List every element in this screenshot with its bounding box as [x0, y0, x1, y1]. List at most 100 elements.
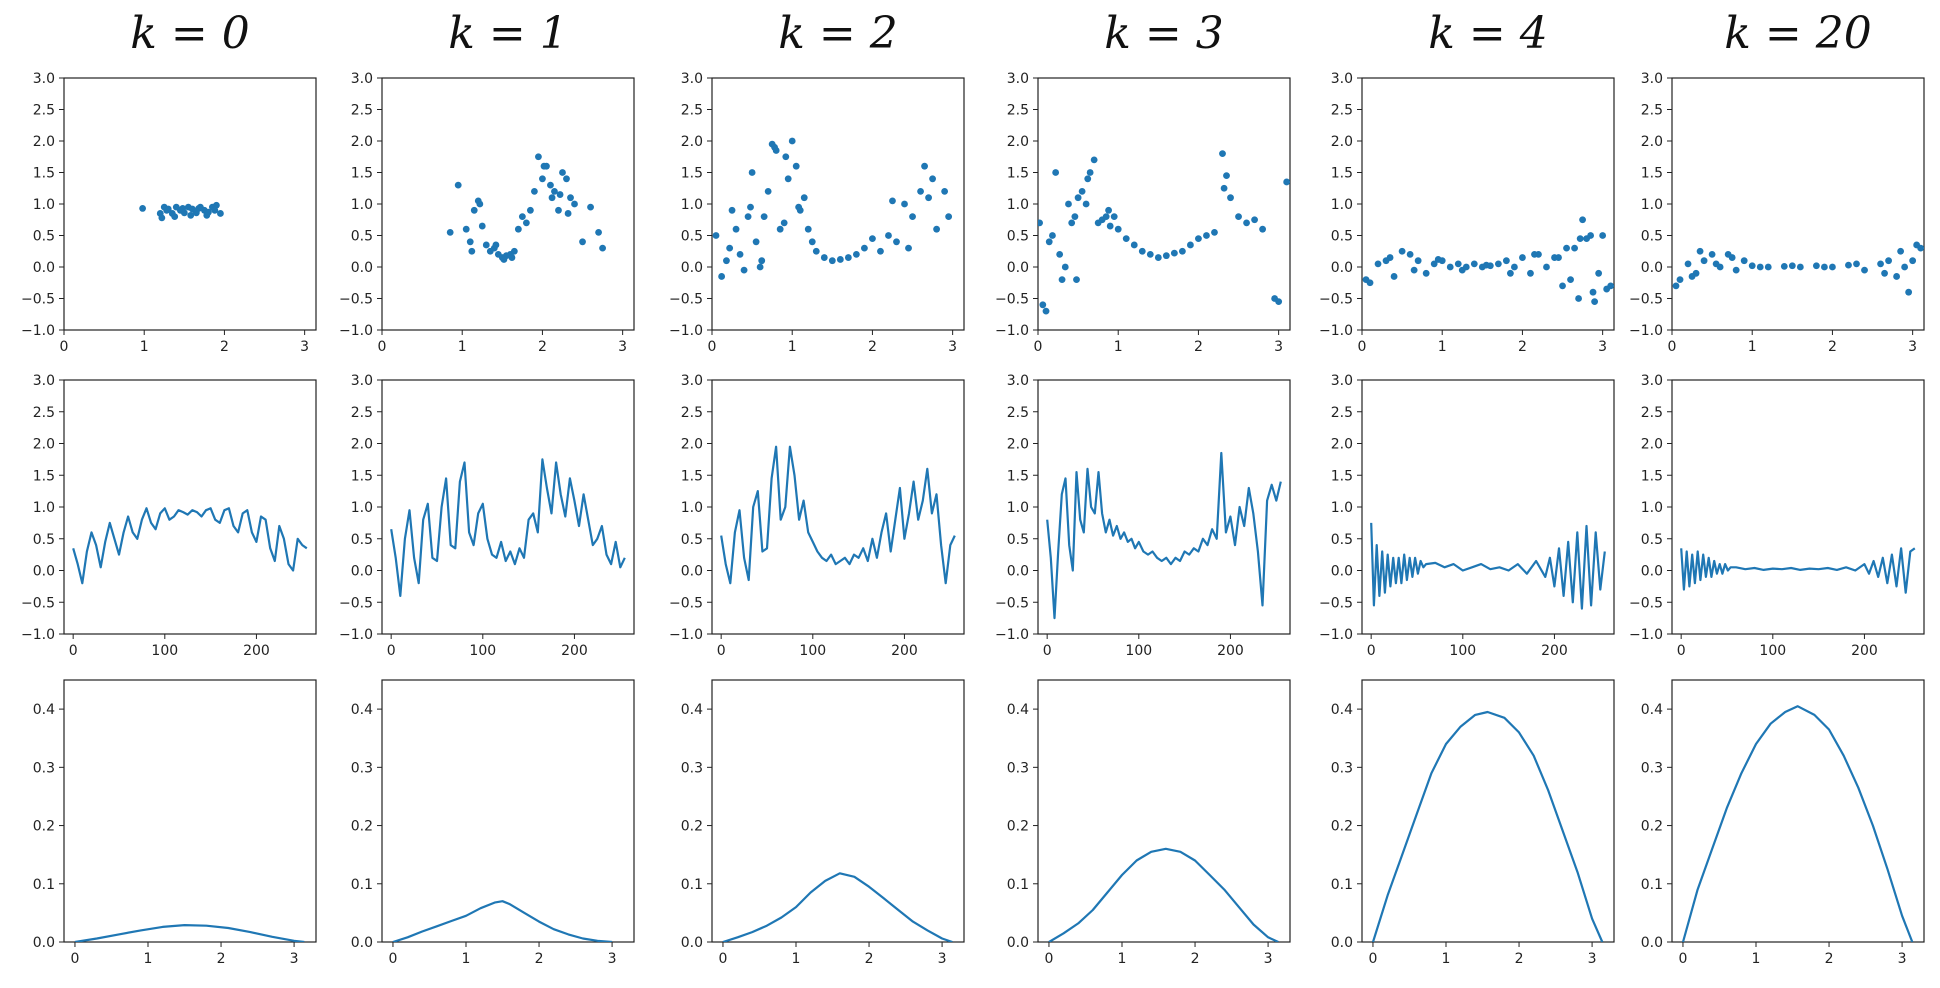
y-tick-label: 1.5	[1007, 166, 1029, 182]
data-point	[1708, 251, 1716, 258]
y-tick-label: −0.5	[339, 595, 373, 611]
y-tick-label: 2.5	[351, 405, 373, 421]
panel-signal-2: −1.0 −0.5 0.0 0.5 1.0 1.5 2.0 2.5 3.0 0 100 200	[669, 373, 965, 659]
data-point	[1065, 200, 1072, 208]
y-tick-label: 3.0	[1641, 373, 1663, 389]
data-point	[1130, 241, 1138, 249]
data-point	[1812, 262, 1820, 270]
y-tick-label: 0.4	[1007, 702, 1029, 718]
data-point	[736, 251, 744, 258]
x-tick-label: 100	[151, 643, 178, 659]
data-point	[758, 257, 766, 265]
series-line	[720, 445, 956, 585]
data-point	[559, 169, 566, 176]
data-point	[771, 143, 778, 151]
data-point	[1430, 260, 1438, 268]
x-tick-label: 0	[387, 643, 396, 659]
data-point	[514, 225, 522, 233]
y-tick-label: 1.0	[1641, 500, 1663, 516]
y-tick-label: 3.0	[1331, 71, 1353, 87]
y-tick-label: −1.0	[669, 323, 703, 339]
y-tick-label: −1.0	[995, 323, 1029, 339]
plot-area	[720, 445, 956, 585]
panel-samples-5: −1.0 −0.5 0.0 0.5 1.0 1.5 2.0 2.5 3.0 0 1 2 3	[1629, 71, 1925, 355]
y-tick-label: 1.0	[1641, 197, 1663, 213]
data-point	[1414, 257, 1422, 265]
x-tick-label: 1	[1752, 951, 1761, 967]
y-tick-label: 0.1	[33, 877, 55, 893]
axes-frame	[1671, 379, 1925, 635]
data-point	[1114, 225, 1122, 233]
y-tick-label: 1.5	[1641, 166, 1663, 182]
y-tick-label: 0.0	[681, 564, 703, 580]
data-point	[163, 206, 171, 214]
data-point	[564, 210, 572, 217]
y-tick-label: −0.5	[1629, 292, 1663, 308]
axes-frame	[1361, 379, 1615, 635]
data-point	[1905, 288, 1913, 296]
data-point	[1589, 288, 1597, 296]
y-tick-label: −0.5	[995, 292, 1029, 308]
x-tick-label: 1	[788, 339, 797, 355]
data-point	[1599, 232, 1607, 239]
data-point	[1110, 213, 1118, 221]
data-point	[1845, 261, 1852, 269]
x-tick-label: 0	[1358, 339, 1367, 355]
data-point	[571, 200, 578, 208]
x-tick-label: 1	[1438, 339, 1447, 355]
data-point	[812, 247, 820, 255]
data-point	[556, 191, 564, 198]
y-tick-label: 1.0	[1331, 500, 1353, 516]
x-tick-label: 3	[1598, 339, 1607, 355]
y-tick-label: −0.5	[669, 595, 703, 611]
y-tick-label: 1.5	[351, 468, 373, 484]
y-tick-label: 0.5	[33, 532, 55, 548]
data-point	[478, 222, 486, 230]
data-point	[718, 273, 726, 280]
data-point	[1877, 260, 1884, 268]
y-tick-label: 1.5	[351, 166, 373, 182]
y-tick-label: 0.5	[1641, 532, 1663, 548]
x-tick-label: 3	[300, 339, 309, 355]
data-point	[579, 238, 586, 246]
plot-area	[1046, 451, 1282, 620]
data-point	[217, 210, 224, 217]
data-point	[889, 197, 896, 205]
column-title: k = 4	[1428, 8, 1548, 59]
axes-frame	[381, 77, 635, 331]
y-tick-label: 0.5	[1331, 532, 1353, 548]
panel-samples-0: −1.0 −0.5 0.0 0.5 1.0 1.5 2.0 2.5 3.0 0 1 2 3	[21, 71, 317, 355]
data-point	[1366, 279, 1374, 287]
data-point	[782, 153, 790, 161]
data-point	[187, 211, 195, 219]
y-tick-label: 0.0	[1007, 935, 1029, 951]
panel-signal-3: −1.0 −0.5 0.0 0.5 1.0 1.5 2.0 2.5 3.0 0 100 200	[995, 373, 1291, 659]
data-point	[548, 194, 556, 202]
data-point	[1764, 263, 1772, 271]
y-tick-label: 0.5	[1007, 229, 1029, 245]
y-tick-label: −1.0	[339, 627, 373, 643]
data-point	[1086, 169, 1094, 176]
x-tick-label: 0	[717, 643, 726, 659]
data-point	[1038, 219, 1044, 227]
data-point	[555, 206, 562, 214]
y-tick-label: −0.5	[669, 292, 703, 308]
y-tick-label: 2.5	[681, 405, 703, 421]
data-point	[764, 188, 772, 195]
y-tick-label: −0.5	[1319, 292, 1353, 308]
data-point	[1042, 307, 1050, 315]
data-point	[535, 153, 542, 161]
x-tick-label: 3	[1908, 339, 1917, 355]
y-tick-label: 0.0	[1641, 564, 1663, 580]
data-point	[905, 244, 912, 252]
y-tick-label: 2.5	[681, 103, 703, 119]
data-point	[531, 188, 538, 195]
column-title: k = 0	[130, 8, 250, 59]
y-tick-label: 2.0	[1641, 134, 1663, 150]
y-tick-label: 2.5	[1007, 405, 1029, 421]
y-tick-label: 0.5	[351, 229, 373, 245]
data-point	[508, 254, 516, 261]
data-point	[744, 213, 752, 221]
data-point	[476, 200, 484, 208]
